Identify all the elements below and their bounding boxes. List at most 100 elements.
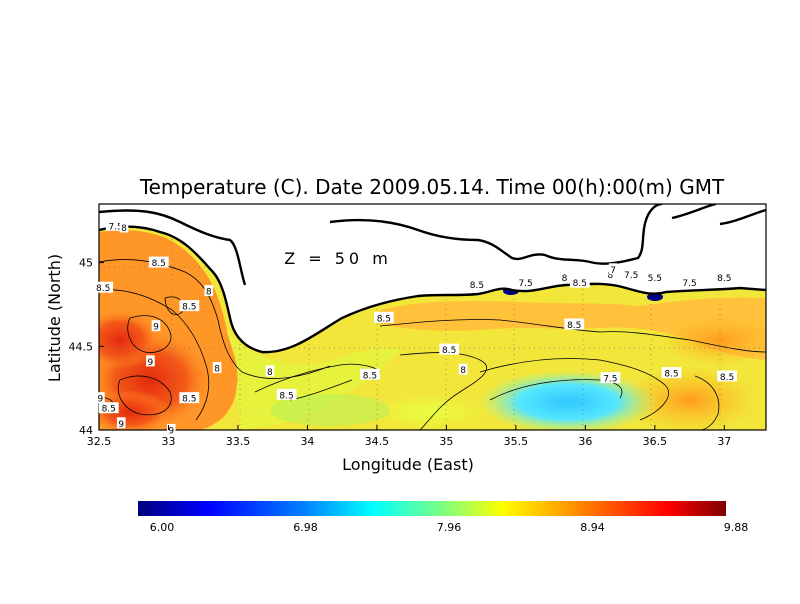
contour-label: 8.5 xyxy=(363,371,377,381)
contour-label-bg xyxy=(621,268,642,280)
x-axis-label: Longitude (East) xyxy=(342,455,474,474)
contour-label-bg xyxy=(98,402,119,414)
x-tick-label: 33 xyxy=(161,435,175,448)
contour-line xyxy=(164,296,184,315)
contour-labels: 7.588.58.5 88.59988.58.599988.58.58.58.58… xyxy=(93,219,737,437)
contour-label-bg xyxy=(679,276,700,288)
contour-line xyxy=(479,358,669,421)
contour-label-bg xyxy=(515,276,536,288)
contour-label-bg xyxy=(467,278,487,290)
contour-label-bg xyxy=(276,388,297,400)
x-tick-label: 34.5 xyxy=(365,435,390,448)
contour-label-bg xyxy=(458,363,468,375)
contour-line xyxy=(489,379,623,401)
colorbar-tick-label: 9.88 xyxy=(724,521,749,534)
contour-label: 7.5 xyxy=(518,279,532,289)
contour-label: 8 xyxy=(562,274,568,284)
contour-label-bg xyxy=(204,285,214,297)
contour-label: 8 xyxy=(267,368,273,378)
contour-label: 8.5 xyxy=(442,346,456,356)
contour-label: 8.5 xyxy=(182,395,196,405)
cool-patch xyxy=(370,394,490,430)
contour-line xyxy=(379,319,766,353)
kerch-peninsula-coast xyxy=(329,204,663,265)
contour-label-bg xyxy=(105,219,126,231)
land-crimea xyxy=(99,204,766,353)
warm-core xyxy=(99,310,160,370)
warm-patch xyxy=(620,366,760,430)
contour-line xyxy=(694,375,720,430)
chart-title: Temperature (C). Date 2009.05.14. Time 0… xyxy=(139,175,725,199)
contour-line xyxy=(99,289,210,421)
y-axis-label: Latitude (North) xyxy=(45,254,64,382)
contour-label-bg xyxy=(439,343,460,355)
depth-annotation: Z = 50 m xyxy=(284,249,392,268)
contour-label: 8.5 xyxy=(96,284,110,294)
contour-label: 8.5 xyxy=(152,259,166,269)
contour-label: 8.5 xyxy=(573,279,587,289)
contour-label: 8 xyxy=(206,288,212,298)
contour-line xyxy=(254,363,381,393)
x-tick-label: 34 xyxy=(300,435,314,448)
contour-line xyxy=(117,375,172,416)
contour-label-bg xyxy=(265,365,275,377)
y-tick-label: 45 xyxy=(79,257,93,270)
colorbar-tick-label: 7.96 xyxy=(437,521,462,534)
contour-label: 8.5 xyxy=(182,303,196,313)
contour-label-bg xyxy=(600,372,621,384)
contour-label: 8.5 xyxy=(567,321,581,331)
colorbar-ticks: 6.00 6.98 7.96 8.94 9.88 xyxy=(150,521,749,534)
southern-coastline xyxy=(99,225,766,354)
y-tick-label: 44.5 xyxy=(69,340,94,353)
contour-label-bg xyxy=(212,362,222,374)
y-tick-label: 44 xyxy=(79,424,93,437)
x-tick-label: 32.5 xyxy=(87,435,112,448)
contour-label: 9 xyxy=(168,427,174,437)
contour-label-bg xyxy=(608,263,618,275)
contour-label: 5.5 xyxy=(648,274,662,284)
warm-core xyxy=(99,390,170,430)
colorbar-tick-label: 6.98 xyxy=(293,521,318,534)
contour-label: 9 xyxy=(148,358,154,368)
contour-label-bg xyxy=(148,256,169,268)
taman-coast xyxy=(671,204,717,220)
contour-label-bg xyxy=(560,271,569,283)
x-tick-label: 36 xyxy=(578,435,592,448)
contour-label-bg xyxy=(373,311,394,323)
contour-label: 8.5 xyxy=(717,274,731,284)
colorbar-tick-label: 6.00 xyxy=(150,521,175,534)
contour-label-bg xyxy=(179,392,200,404)
contour-label: 8 xyxy=(214,365,220,375)
contour-label-bg xyxy=(119,221,129,233)
plot-area xyxy=(99,204,766,430)
contour-label: 8.5 xyxy=(279,391,293,401)
x-tick-label: 36.5 xyxy=(643,435,668,448)
cold-spot xyxy=(478,370,658,430)
taman-coast xyxy=(719,208,766,226)
east-warm-region xyxy=(380,297,766,360)
contour-label: 8 xyxy=(121,224,127,234)
contour-label: 8.5 xyxy=(664,370,678,380)
contour-label-bg xyxy=(179,300,200,312)
crimea-northern-coast xyxy=(99,209,247,286)
x-tick-label: 33.5 xyxy=(226,435,251,448)
transition-band xyxy=(226,330,400,430)
contour-label-bg xyxy=(93,281,114,293)
contour-label-bg xyxy=(116,417,126,429)
contour-label: 7 xyxy=(610,266,616,276)
contour-label-bg xyxy=(146,355,155,367)
contour-label-bg xyxy=(166,424,176,435)
contour-label-bg xyxy=(661,367,682,379)
contour-label-bg xyxy=(564,318,585,330)
contour-label: 7.5 xyxy=(624,271,638,281)
contour-label: 8.5 xyxy=(720,373,734,383)
colorbar xyxy=(138,501,726,516)
y-axis-ticks: 44 44.5 45 xyxy=(69,257,104,437)
warm-patch xyxy=(660,314,766,366)
contour-label-bg xyxy=(151,320,161,332)
contour-label: 8.5 xyxy=(470,281,484,291)
plot-frame xyxy=(98,203,767,431)
contour-label: 9 xyxy=(118,420,124,430)
contour-label: 8 xyxy=(607,271,613,281)
